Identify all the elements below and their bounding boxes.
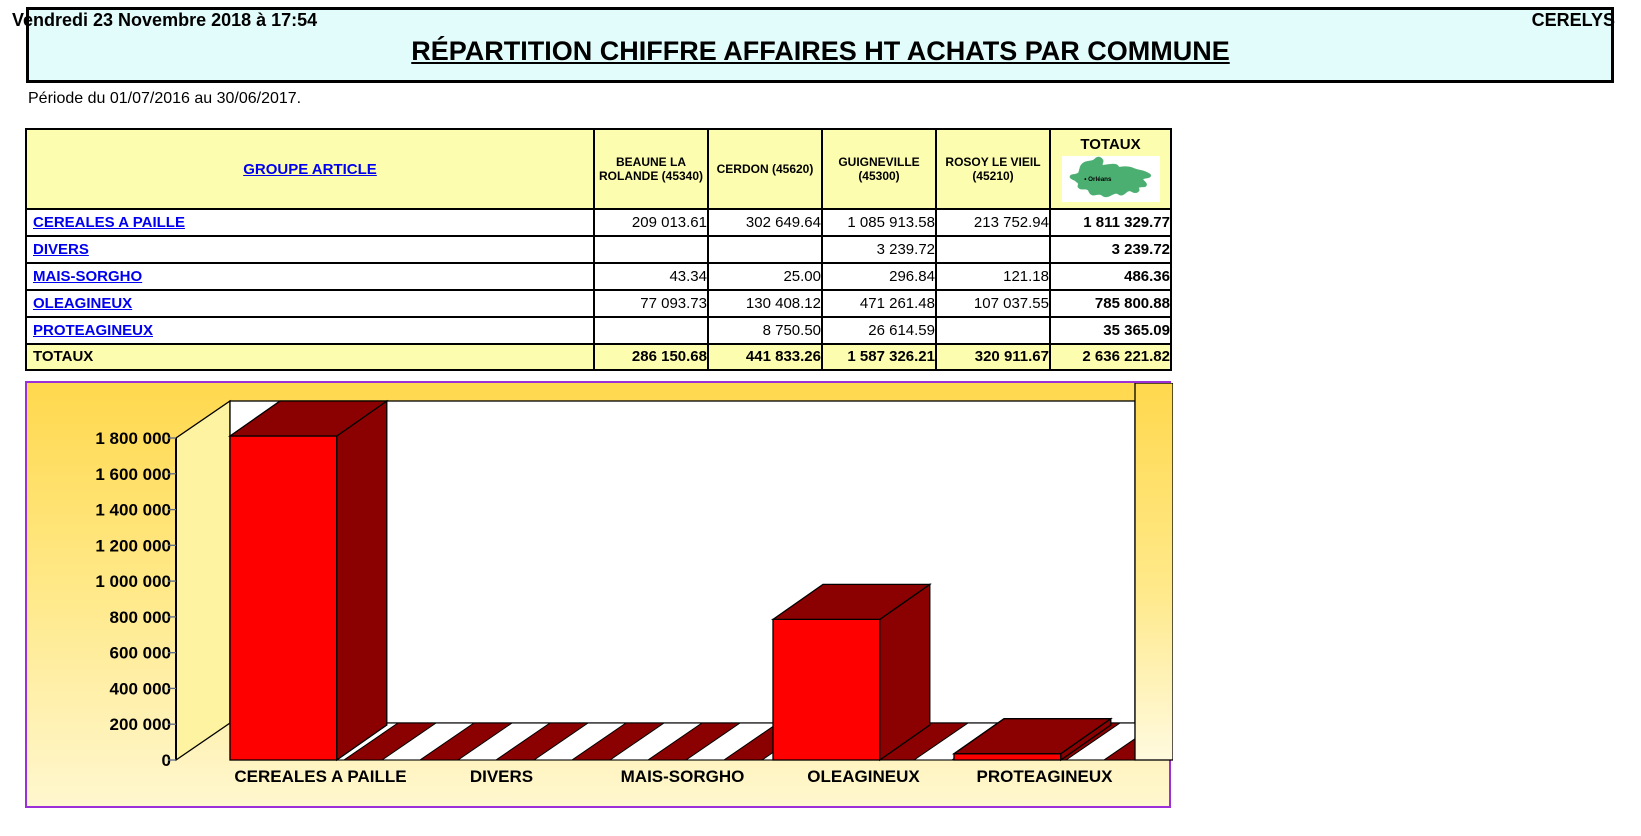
- svg-text:1 000 000: 1 000 000: [95, 572, 171, 591]
- svg-text:CEREALES A PAILLE: CEREALES A PAILLE: [234, 767, 406, 786]
- svg-text:OLEAGINEUX: OLEAGINEUX: [807, 767, 920, 786]
- svg-text:1 400 000: 1 400 000: [95, 501, 171, 520]
- svg-text:1 200 000: 1 200 000: [95, 536, 171, 555]
- svg-text:200 000: 200 000: [110, 715, 171, 734]
- svg-text:MAIS-SORGHO: MAIS-SORGHO: [621, 767, 745, 786]
- svg-text:400 000: 400 000: [110, 679, 171, 698]
- svg-text:DIVERS: DIVERS: [470, 767, 533, 786]
- svg-text:800 000: 800 000: [110, 608, 171, 627]
- svg-text:1 800 000: 1 800 000: [95, 429, 171, 448]
- svg-text:1 600 000: 1 600 000: [95, 465, 171, 484]
- svg-text:PROTEAGINEUX: PROTEAGINEUX: [976, 767, 1113, 786]
- svg-text:600 000: 600 000: [110, 644, 171, 663]
- svg-text:• Orléans: • Orléans: [1084, 176, 1112, 183]
